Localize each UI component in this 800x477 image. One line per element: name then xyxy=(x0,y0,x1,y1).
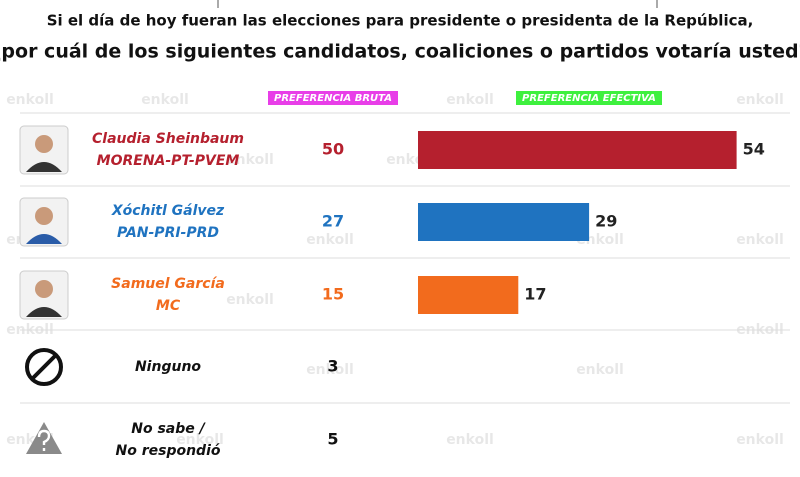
row-label: MORENA-PT-PVEM xyxy=(97,153,240,169)
none-icon xyxy=(30,353,58,381)
unknown-icon xyxy=(26,422,62,454)
watermark: enkoll xyxy=(6,92,54,108)
watermark: enkoll xyxy=(446,92,494,108)
row-label: Claudia Sheinbaum xyxy=(92,131,244,147)
bar xyxy=(418,276,519,314)
bruta-value: 27 xyxy=(322,212,344,231)
header: PREFERENCIA EFECTIVA xyxy=(522,93,656,104)
bar xyxy=(418,131,737,169)
unknown-icon xyxy=(37,429,51,451)
watermark: enkoll xyxy=(141,92,189,108)
avatar-head xyxy=(35,135,53,153)
row-label: No sabe / xyxy=(131,421,206,437)
row-label: Xóchitl Gálvez xyxy=(111,203,225,219)
watermark: enkoll xyxy=(226,292,274,308)
avatar-body xyxy=(26,307,62,317)
watermark: enkoll xyxy=(176,432,224,448)
watermark: enkoll xyxy=(306,362,354,378)
watermark: enkoll xyxy=(576,362,624,378)
none-icon xyxy=(25,348,63,386)
header: PREFERENCIA BRUTA xyxy=(274,93,392,104)
bruta-value: 3 xyxy=(327,357,338,376)
bar-value: 17 xyxy=(524,285,546,304)
row-label: No respondió xyxy=(116,443,221,459)
avatar-body xyxy=(26,234,62,244)
bruta-value: 15 xyxy=(322,285,344,304)
watermark: enkoll xyxy=(736,92,784,108)
watermark: enkoll xyxy=(226,152,274,168)
watermark: enkoll xyxy=(736,432,784,448)
bruta-value: 5 xyxy=(327,430,338,449)
row-label: PAN-PRI-PRD xyxy=(117,225,219,241)
header-bg xyxy=(268,91,398,105)
bar-value: 29 xyxy=(595,212,617,231)
watermark: enkoll xyxy=(306,232,354,248)
title-line: Si el día de hoy fueran las elecciones p… xyxy=(47,12,754,30)
avatar-head xyxy=(35,207,53,225)
row-label: Ninguno xyxy=(135,359,201,375)
title-line: ¿por cuál de los siguientes candidatos, … xyxy=(0,41,800,63)
header-bg xyxy=(516,91,662,105)
avatar-head xyxy=(35,280,53,298)
watermark: enkoll xyxy=(446,432,494,448)
row-label: MC xyxy=(156,298,181,314)
bruta-value: 50 xyxy=(322,140,344,159)
row-label: Samuel García xyxy=(111,276,225,292)
watermark: enkoll xyxy=(736,232,784,248)
avatar-body xyxy=(26,162,62,172)
bar-value: 54 xyxy=(743,140,765,159)
bar xyxy=(418,203,590,241)
